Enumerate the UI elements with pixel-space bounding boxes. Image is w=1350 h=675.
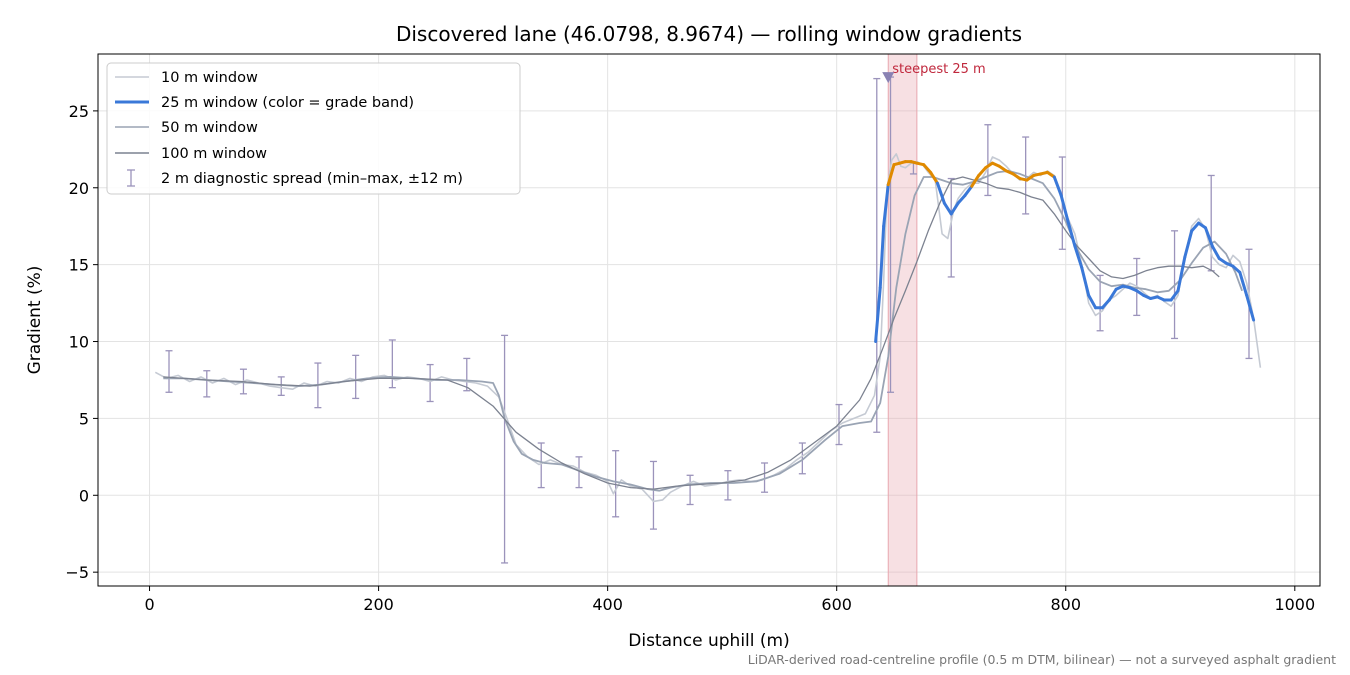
series-25m-segment-29 (1059, 193, 1070, 224)
series-25m-segment-10 (929, 170, 939, 185)
series-25m-segment-36 (1107, 287, 1118, 302)
errorbar-9 (501, 334, 509, 564)
y-tick-label-2: 5 (79, 409, 89, 428)
series-25m-segment-31 (1073, 244, 1084, 270)
footnote: LiDAR-derived road-centreline profile (0… (748, 652, 1336, 667)
errorbar-26 (1096, 274, 1104, 332)
errorbar-8 (463, 357, 471, 392)
legend-label-100m: 100 m window (161, 146, 267, 162)
errorbar-13 (649, 460, 657, 530)
series-25m-segment-12 (942, 201, 953, 216)
series-25m-segment-32 (1080, 266, 1091, 297)
plot-border (97, 53, 1321, 587)
legend-label-25m: 25 m window (color = grade band) (161, 95, 414, 111)
series-lines (154, 153, 1262, 503)
series-25m-segment-30 (1066, 220, 1077, 248)
errorbar-12 (612, 450, 620, 518)
errorbar-17 (798, 442, 806, 475)
series-25m-segment-45 (1169, 289, 1180, 302)
plot-frame (97, 53, 1321, 587)
series-line-100m (163, 176, 1220, 490)
series-25m-segment-11 (935, 181, 946, 205)
x-axis-ticks: 0 200 400 600 800 1000 (144, 586, 1315, 614)
legend-label-errorbar: 2 m diagnostic spread (min–max, ±12 m) (161, 171, 463, 187)
series-25m-segment-56 (1245, 293, 1256, 322)
x-tick-label-3: 600 (821, 595, 852, 614)
series-25m-segment-1 (878, 224, 886, 290)
series-line-10m (154, 153, 1262, 503)
series-25m-segment-15 (963, 184, 974, 197)
series-25m-segment-54 (1231, 264, 1242, 274)
series-25m-segment-35 (1100, 298, 1111, 310)
series-25m-segment-33 (1087, 293, 1098, 310)
x-tick-label-1: 200 (363, 595, 394, 614)
series-25m-segment-46 (1176, 255, 1187, 293)
legend: 10 m window 25 m window (color = grade b… (106, 62, 521, 195)
legend-swatch-errorbar (127, 169, 135, 187)
legend-box (106, 62, 521, 195)
errorbar-0 (165, 350, 173, 393)
series-25m-segment-48 (1190, 221, 1201, 233)
x-tick-label-5: 1000 (1274, 595, 1315, 614)
y-tick-label-1: 0 (79, 486, 89, 505)
y-tick-label-5: 20 (69, 179, 89, 198)
x-tick-label-4: 800 (1050, 595, 1081, 614)
y-axis-label: Gradient (%) (25, 266, 45, 375)
series-25m-segment-28 (1052, 175, 1063, 197)
errorbar-1 (203, 370, 211, 398)
series-25m-segment-0 (874, 286, 882, 344)
steepest-annotation-text: steepest 25 m (892, 62, 985, 77)
series-25m-segment-9 (922, 163, 933, 174)
errorbar-7 (426, 363, 434, 403)
y-tick-label-0: −5 (65, 563, 89, 582)
errorbar-15 (724, 470, 732, 501)
errorbar-5 (352, 354, 360, 400)
series-25m-segment-50 (1203, 226, 1214, 248)
series-25m-segment-2 (882, 183, 890, 228)
errorbar-16 (761, 462, 769, 493)
steepest-marker (882, 72, 895, 84)
x-tick-label-0: 0 (144, 595, 154, 614)
errorbar-22 (947, 177, 955, 278)
series-25m-segment-47 (1183, 229, 1194, 259)
y-axis-ticks: −5 0 5 10 15 20 25 (65, 102, 98, 582)
series-25m-segment-14 (956, 193, 967, 205)
errorbar-3 (277, 376, 285, 396)
errorbar-19 (873, 77, 881, 433)
y-tick-label-6: 25 (69, 102, 89, 121)
chart-title: Discovered lane (46.0798, 8.9674) — roll… (396, 22, 1022, 46)
annotation-group: steepest 25 m (882, 62, 986, 84)
series-25m-segment-51 (1210, 244, 1221, 260)
y-tick-label-4: 15 (69, 256, 89, 275)
errorbar-14 (686, 474, 694, 506)
x-tick-label-2: 400 (592, 595, 623, 614)
series-25m-segment-13 (949, 201, 960, 216)
legend-label-10m: 10 m window (161, 70, 258, 86)
series-25m-segment-3 (886, 163, 896, 187)
series-25m-segment-17 (977, 166, 988, 177)
y-tick-label-3: 10 (69, 333, 89, 352)
errorbar-6 (388, 339, 396, 389)
series-25m-segment-55 (1238, 270, 1249, 297)
errorbar-11 (575, 456, 583, 489)
x-axis-label: Distance uphill (m) (628, 631, 789, 651)
series-25m-segment-16 (970, 173, 981, 188)
legend-label-50m: 50 m window (161, 120, 258, 136)
